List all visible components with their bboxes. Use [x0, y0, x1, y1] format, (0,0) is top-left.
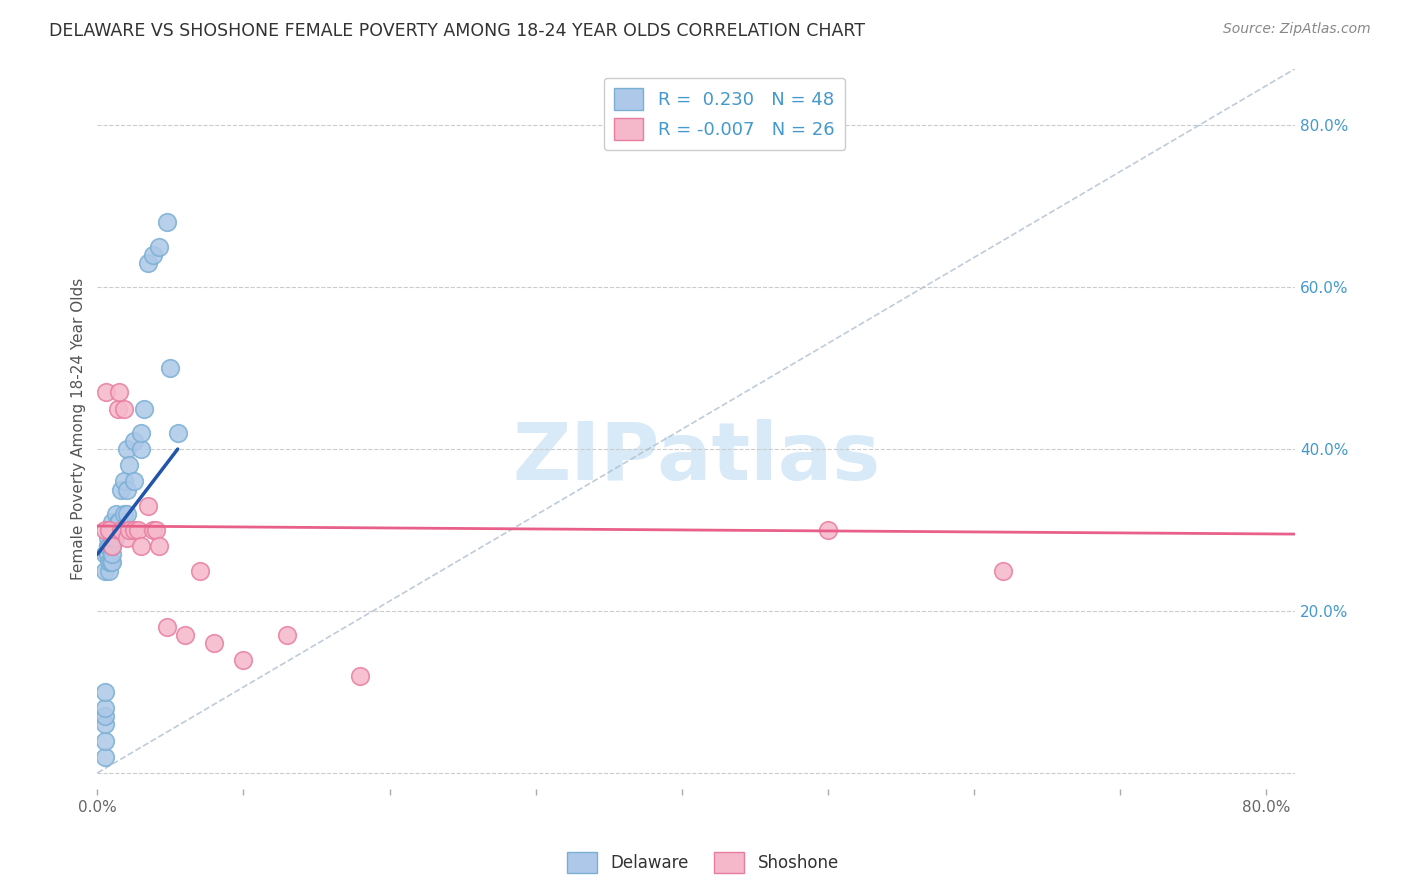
Point — [98, 564, 121, 578]
Point — [98, 523, 121, 537]
Point — [174, 628, 197, 642]
Legend: R =  0.230   N = 48, R = -0.007   N = 26: R = 0.230 N = 48, R = -0.007 N = 26 — [603, 78, 845, 151]
Point — [94, 385, 117, 400]
Point — [115, 507, 138, 521]
Point — [132, 401, 155, 416]
Point — [110, 523, 132, 537]
Point — [98, 556, 121, 570]
Point — [129, 539, 152, 553]
Point — [100, 523, 122, 537]
Point — [101, 556, 124, 570]
Point — [93, 733, 115, 747]
Point — [108, 515, 131, 529]
Point — [993, 564, 1015, 578]
Point — [93, 717, 115, 731]
Point — [108, 385, 131, 400]
Point — [101, 539, 124, 553]
Point — [104, 531, 127, 545]
Point — [142, 248, 165, 262]
Point — [93, 749, 115, 764]
Point — [188, 564, 211, 578]
Point — [232, 652, 254, 666]
Text: Source: ZipAtlas.com: Source: ZipAtlas.com — [1223, 22, 1371, 37]
Point — [98, 539, 121, 553]
Y-axis label: Female Poverty Among 18-24 Year Olds: Female Poverty Among 18-24 Year Olds — [72, 277, 86, 580]
Point — [97, 539, 120, 553]
Point — [101, 531, 124, 545]
Text: ZIPatlas: ZIPatlas — [512, 418, 880, 497]
Point — [112, 401, 135, 416]
Point — [100, 556, 122, 570]
Point — [112, 475, 135, 489]
Point — [156, 215, 179, 229]
Legend: Delaware, Shoshone: Delaware, Shoshone — [561, 846, 845, 880]
Point — [93, 709, 115, 723]
Point — [142, 523, 165, 537]
Point — [112, 507, 135, 521]
Point — [93, 523, 115, 537]
Point — [276, 628, 298, 642]
Point — [129, 442, 152, 456]
Point — [101, 523, 124, 537]
Point — [105, 507, 128, 521]
Point — [202, 636, 225, 650]
Point — [97, 547, 120, 561]
Point — [93, 547, 115, 561]
Point — [138, 499, 160, 513]
Point — [118, 523, 141, 537]
Text: DELAWARE VS SHOSHONE FEMALE POVERTY AMONG 18-24 YEAR OLDS CORRELATION CHART: DELAWARE VS SHOSHONE FEMALE POVERTY AMON… — [49, 22, 865, 40]
Point — [138, 256, 160, 270]
Point — [97, 531, 120, 545]
Point — [97, 539, 120, 553]
Point — [115, 531, 138, 545]
Point — [145, 523, 167, 537]
Point — [156, 620, 179, 634]
Point — [101, 539, 124, 553]
Point — [817, 523, 839, 537]
Point — [122, 434, 145, 448]
Point — [166, 425, 188, 440]
Point — [129, 425, 152, 440]
Point — [100, 539, 122, 553]
Point — [122, 475, 145, 489]
Point — [115, 442, 138, 456]
Point — [159, 361, 181, 376]
Point — [101, 515, 124, 529]
Point — [93, 564, 115, 578]
Point — [127, 523, 149, 537]
Point — [148, 539, 170, 553]
Point — [93, 685, 115, 699]
Point — [122, 523, 145, 537]
Point — [107, 515, 129, 529]
Point — [118, 458, 141, 473]
Point — [98, 523, 121, 537]
Point — [349, 669, 371, 683]
Point — [97, 547, 120, 561]
Point — [107, 401, 129, 416]
Point — [115, 483, 138, 497]
Point — [101, 547, 124, 561]
Point — [110, 483, 132, 497]
Point — [148, 240, 170, 254]
Point — [93, 701, 115, 715]
